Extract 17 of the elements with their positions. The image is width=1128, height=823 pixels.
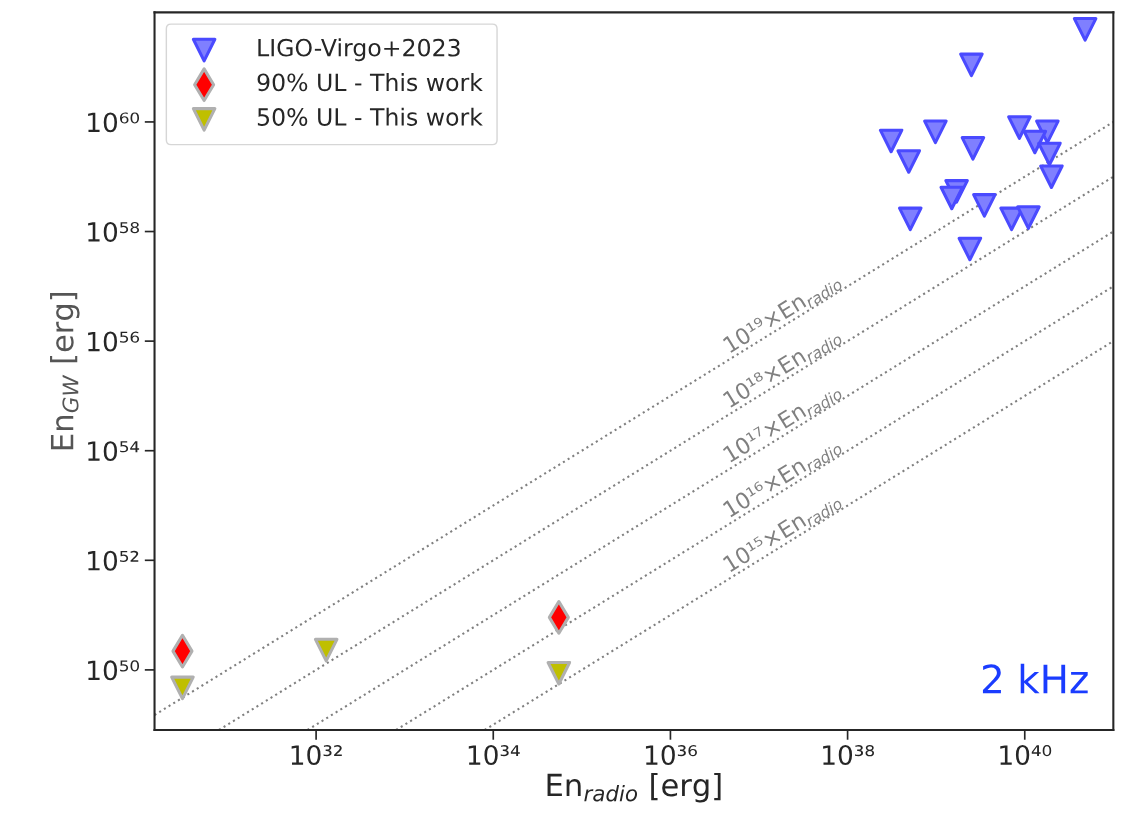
y-tick-label: 10⁵² [88, 550, 139, 571]
y-tick-label: 10⁵⁴ [88, 441, 140, 462]
y-tick-label: 10⁶⁰ [88, 112, 140, 133]
legend-label: 90% UL - This work [257, 72, 483, 92]
x-tick-label: 10³⁶ [645, 745, 697, 766]
x-tick-label: 10³² [291, 745, 342, 766]
y-axis-title: En$_{GW}$ [erg] [50, 292, 80, 450]
y-tick-label: 10⁵⁰ [88, 660, 140, 681]
x-tick-label: 10³⁸ [823, 745, 875, 766]
legend-label: 50% UL - This work [257, 107, 483, 126]
annotation: 2 kHz [982, 663, 1088, 694]
legend-label: LIGO-Virgo+2023 [258, 38, 460, 62]
x-tick-label: 10³⁴ [468, 745, 520, 766]
x-tick-label: 10⁴⁰ [1000, 745, 1052, 766]
y-tick-label: 10⁵⁸ [88, 221, 140, 242]
x-axis-title: En$_{radio}$ [erg] [547, 772, 721, 803]
y-tick-label: 10⁵⁶ [88, 331, 140, 352]
